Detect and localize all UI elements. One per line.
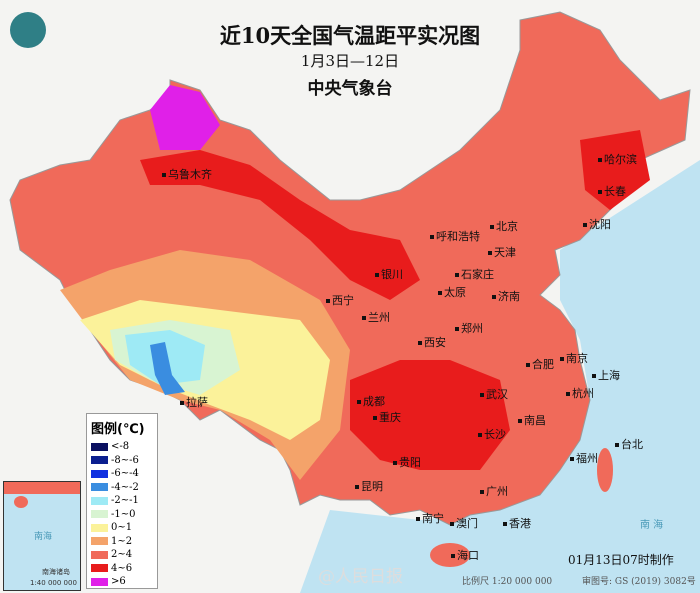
- legend-item: -1~0: [91, 508, 153, 522]
- legend: 图例(℃) <-8 -8~-6 -6~-4 -4~-2 -2~-1 -1~0 0~1 1~2 2…: [86, 413, 158, 589]
- zone-4-6-north: [140, 150, 420, 300]
- city-label: 杭州: [566, 387, 594, 400]
- legend-item: 2~4: [91, 548, 153, 562]
- scale-text: 比例尺 1:20 000 000: [462, 577, 553, 587]
- agency: 中央气象台: [307, 79, 393, 99]
- legend-swatch: [91, 456, 108, 465]
- zone-gt6: [150, 85, 220, 150]
- watermark: @人民日报: [318, 567, 403, 587]
- city-label: 长沙: [478, 428, 506, 441]
- review-number: 审图号: GS (2019) 3082号: [582, 577, 696, 587]
- city-label: 哈尔滨: [598, 153, 637, 166]
- city-label: 福州: [570, 452, 598, 465]
- inset-sea-label: 南海: [34, 532, 53, 542]
- city-label: 济南: [492, 290, 520, 303]
- legend-label: 1~2: [111, 535, 133, 547]
- city-label: 重庆: [373, 411, 401, 424]
- city-label: 乌鲁木齐: [162, 168, 212, 181]
- legend-item: -2~-1: [91, 494, 153, 508]
- legend-item: >6: [91, 575, 153, 589]
- city-label: 长春: [598, 185, 626, 198]
- legend-label: -8~-6: [111, 454, 139, 466]
- legend-label: 4~6: [111, 562, 133, 574]
- production-time: 01月13日07时制作: [568, 553, 674, 567]
- legend-swatch: [91, 442, 108, 451]
- legend-label: 2~4: [111, 549, 133, 561]
- legend-swatch: [91, 564, 108, 573]
- legend-item: 4~6: [91, 562, 153, 576]
- legend-item: -6~-4: [91, 467, 153, 481]
- legend-item: -8~-6: [91, 454, 153, 468]
- legend-label: -4~-2: [111, 481, 139, 493]
- city-label: 太原: [438, 286, 466, 299]
- legend-swatch: [91, 469, 108, 478]
- city-label: 郑州: [455, 322, 483, 335]
- city-label: 西安: [418, 336, 446, 349]
- legend-label: -2~-1: [111, 495, 139, 507]
- city-label: 西宁: [326, 294, 354, 307]
- city-label: 兰州: [362, 311, 390, 324]
- legend-swatch: [91, 523, 108, 532]
- legend-swatch: [91, 510, 108, 519]
- city-label: 贵阳: [393, 456, 421, 469]
- city-label: 上海: [592, 369, 620, 382]
- city-label: 昆明: [355, 480, 383, 493]
- zone-4-6-south: [350, 360, 510, 470]
- city-label: 呼和浩特: [430, 230, 480, 243]
- city-label: 南京: [560, 352, 588, 365]
- city-label: 石家庄: [455, 268, 494, 281]
- city-label: 拉萨: [180, 396, 208, 409]
- legend-item: <-8: [91, 440, 153, 454]
- legend-label: -6~-4: [111, 468, 139, 480]
- legend-swatch: [91, 550, 108, 559]
- city-label: 台北: [615, 438, 643, 451]
- legend-swatch: [91, 577, 108, 586]
- legend-swatch: [91, 537, 108, 546]
- legend-label: <-8: [111, 441, 130, 453]
- city-label: 南宁: [416, 512, 444, 525]
- south-china-sea-inset: 南海 南海诸岛 1:40 000 000: [3, 481, 81, 591]
- city-label: 香港: [503, 517, 531, 530]
- legend-swatch: [91, 496, 108, 505]
- city-label: 天津: [488, 246, 516, 259]
- date-range: 1月3日—12日: [300, 52, 400, 70]
- city-label: 合肥: [526, 358, 554, 371]
- city-label: 南昌: [518, 414, 546, 427]
- legend-label: 0~1: [111, 522, 133, 534]
- city-label: 成都: [357, 395, 385, 408]
- cma-logo: [10, 12, 46, 48]
- legend-label: >6: [111, 576, 126, 588]
- legend-item: -4~-2: [91, 481, 153, 495]
- map-title: 近10天全国气温距平实况图: [219, 23, 481, 48]
- city-label: 北京: [490, 220, 518, 233]
- legend-item: 0~1: [91, 521, 153, 535]
- city-label: 澳门: [450, 517, 478, 530]
- taiwan: [597, 448, 613, 492]
- city-label: 武汉: [480, 388, 508, 401]
- city-label: 沈阳: [583, 218, 611, 231]
- legend-label: -1~0: [111, 508, 136, 520]
- legend-item: 1~2: [91, 535, 153, 549]
- city-label: 银川: [375, 268, 403, 281]
- inset-scale: 1:40 000 000: [30, 579, 77, 587]
- legend-swatch: [91, 483, 108, 492]
- city-label: 海口: [451, 549, 479, 562]
- legend-title: 图例(℃): [91, 422, 145, 437]
- inset-label: 南海诸岛: [42, 568, 70, 576]
- south-sea-label: 南 海: [640, 520, 664, 531]
- city-label: 广州: [480, 485, 508, 498]
- zone-neg4-neg2: [150, 342, 185, 395]
